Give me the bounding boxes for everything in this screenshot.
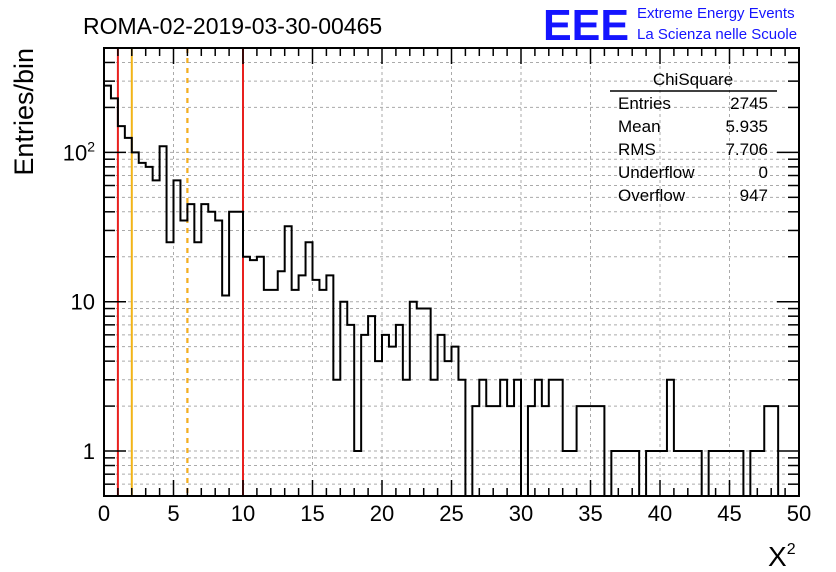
eee-logo-line1: Extreme Energy Events <box>637 5 795 22</box>
stats-box-rows: Entries 2745 Mean 5.935 RMS 7.706 Underflow 0 Ov… <box>618 94 768 205</box>
x-tick-label: 20 <box>370 501 394 526</box>
stats-box: ChiSquare Entries 2745 Mean 5.935 RMS 7.706 Un… <box>610 70 777 205</box>
x-tick-label: 30 <box>509 501 533 526</box>
x-tick-label: 0 <box>98 501 110 526</box>
x-axis-label: X2 <box>768 541 796 572</box>
x-tick-label: 15 <box>300 501 324 526</box>
vertical-lines <box>116 48 244 496</box>
stats-row-value: 2745 <box>730 94 768 113</box>
y-tick-label: 10 <box>71 290 95 315</box>
chart-title: ROMA-02-2019-03-30-00465 <box>83 13 382 39</box>
stats-row-value: 947 <box>740 186 768 205</box>
stats-row-value: 7.706 <box>725 140 768 159</box>
y-axis-label: Entries/bin <box>9 48 39 176</box>
stats-row-label: Mean <box>618 117 661 136</box>
stats-row-value: 0 <box>759 163 768 182</box>
x-tick-labels: 0 5 10 15 20 25 30 35 40 45 50 <box>98 501 811 526</box>
eee-logo-line2: La Scienza nelle Scuole <box>637 26 797 43</box>
y-tick-label: 1 <box>83 439 95 464</box>
eee-logo-text: EEE <box>543 1 629 50</box>
y-tick-labels: 1 10 102 <box>63 138 95 464</box>
x-tick-label: 25 <box>439 501 463 526</box>
stats-row-value: 5.935 <box>725 117 768 136</box>
x-tick-label: 50 <box>787 501 811 526</box>
y-tick-label: 102 <box>63 138 95 165</box>
x-tick-label: 45 <box>717 501 741 526</box>
eee-logo: EEE Extreme Energy Events La Scienza nel… <box>543 1 797 50</box>
x-tick-label: 35 <box>578 501 602 526</box>
axes <box>103 47 800 497</box>
stats-row-label: Entries <box>618 94 671 113</box>
x-tick-label: 5 <box>167 501 179 526</box>
histogram-series <box>103 84 799 497</box>
stats-box-title: ChiSquare <box>653 70 733 89</box>
grid <box>104 48 799 496</box>
stats-row-label: Underflow <box>618 163 695 182</box>
stats-row-label: RMS <box>618 140 656 159</box>
stats-row-label: Overflow <box>618 186 686 205</box>
x-tick-label: 10 <box>231 501 255 526</box>
x-tick-label: 40 <box>648 501 672 526</box>
